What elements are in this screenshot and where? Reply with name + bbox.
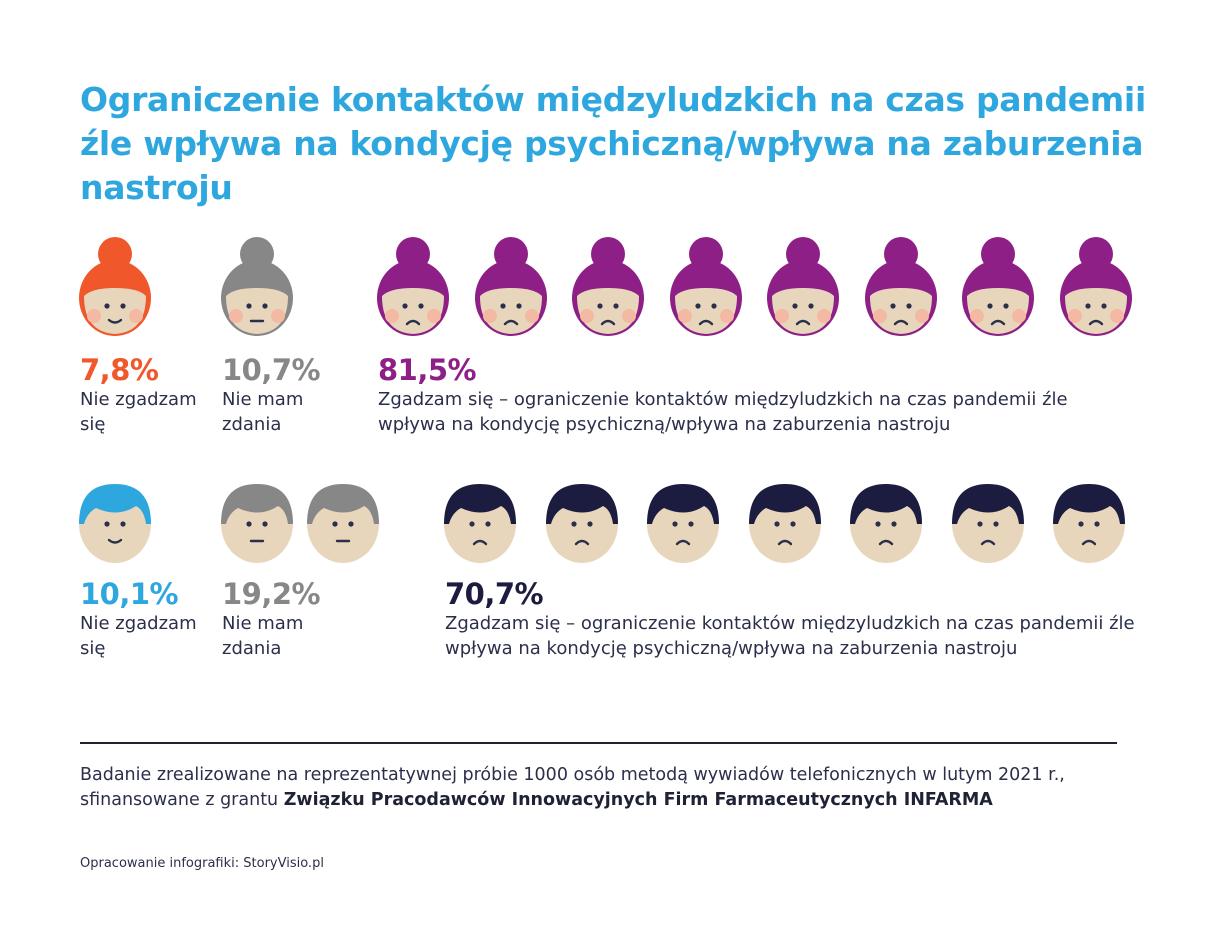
female-face-icon <box>377 237 449 336</box>
female-face-icon <box>1059 237 1132 336</box>
divider-line <box>80 742 1117 744</box>
male-face-icon <box>850 484 922 563</box>
male-face-icon <box>444 484 516 563</box>
male-face-icon <box>1053 484 1125 563</box>
male-disagree-value: 10,1% <box>80 577 179 611</box>
female-face-icon <box>767 237 839 336</box>
male-face-icon <box>545 484 618 563</box>
male-face-icon <box>221 484 293 563</box>
female-face-icon <box>962 237 1034 336</box>
male-face-icon <box>951 484 1024 563</box>
female-agree-value: 81,5% <box>378 353 477 387</box>
female-face-icon <box>669 237 742 336</box>
male-face-icon <box>748 484 821 563</box>
female-agree-label: Zgadzam się – ograniczenie kontaktów mię… <box>378 389 1068 435</box>
female-face-icon <box>572 237 644 336</box>
female-disagree-label: Nie zgadzam się <box>80 389 197 435</box>
female-face-icon <box>221 237 293 336</box>
male-face-icon <box>647 484 719 563</box>
male-face-icon <box>307 484 379 563</box>
male-neutral-label: Nie mam zdania <box>222 613 304 659</box>
male-neutral-value: 19,2% <box>222 577 321 611</box>
female-face-icon <box>864 237 937 336</box>
methodology-text: Badanie zrealizowane na reprezentatywnej… <box>80 765 1065 810</box>
female-neutral-label: Nie mam zdania <box>222 389 304 435</box>
chart-title: Ograniczenie kontaktów międzyludzkich na… <box>80 80 1146 207</box>
methodology-note: Badanie zrealizowane na reprezentatywnej… <box>80 763 1140 813</box>
male-agree-label: Zgadzam się – ograniczenie kontaktów mię… <box>445 613 1135 659</box>
female-disagree-value: 7,8% <box>80 353 159 387</box>
female-face-icon <box>474 237 547 336</box>
female-face-icon <box>79 237 151 336</box>
male-face-icon <box>79 484 151 563</box>
female-neutral-value: 10,7% <box>222 353 321 387</box>
male-agree-value: 70,7% <box>445 577 544 611</box>
male-disagree-label: Nie zgadzam się <box>80 613 197 659</box>
methodology-sponsor: Związku Pracodawców Innowacyjnych Firm F… <box>283 790 993 810</box>
credit-line: Opracowanie infografiki: StoryVisio.pl <box>80 856 324 871</box>
